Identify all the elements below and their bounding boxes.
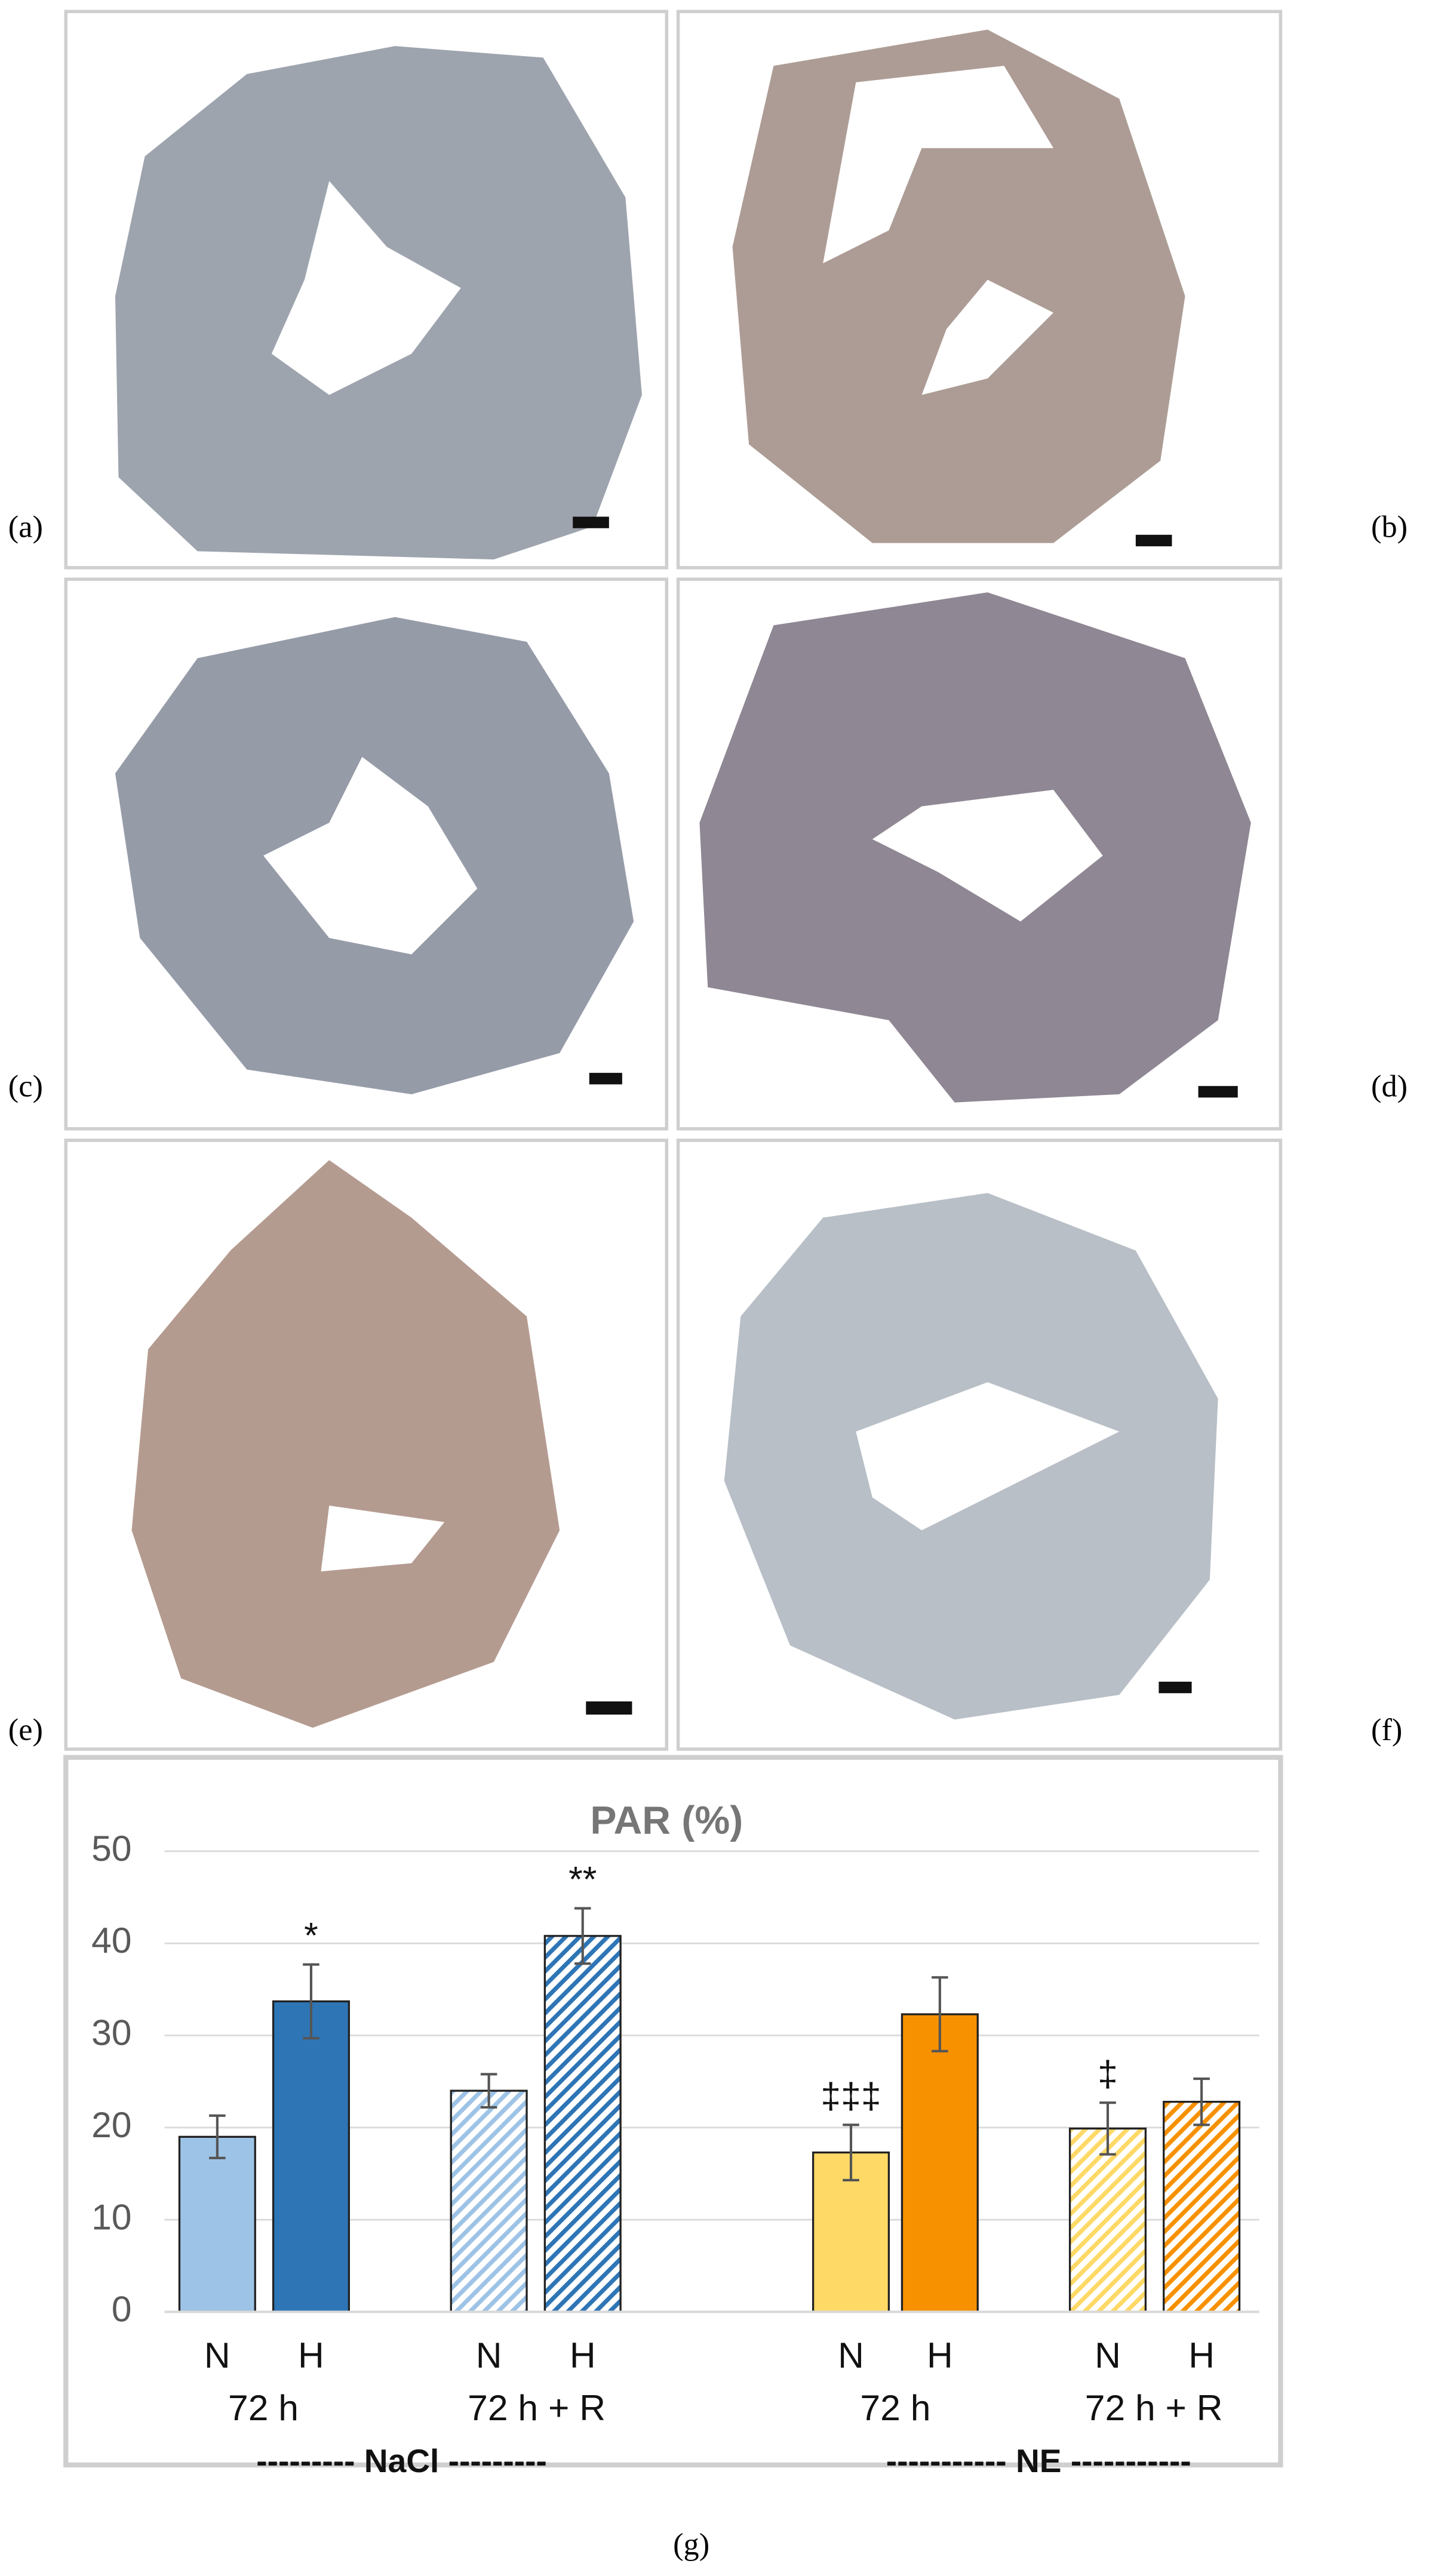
- error-bar: [209, 2114, 226, 2159]
- chart-frame: [63, 1755, 1283, 2468]
- y-tick-label: 10: [91, 2196, 131, 2237]
- panel-label: (b): [1371, 510, 1408, 544]
- error-bar: [932, 1976, 948, 2052]
- group-label: 72 h + R: [1085, 2387, 1223, 2428]
- y-tick-label: 40: [91, 1920, 131, 1961]
- group-label: 72 h: [228, 2387, 299, 2428]
- bar: [450, 2089, 528, 2313]
- significance-label: *: [304, 1915, 318, 1956]
- panel-label: (c): [8, 1069, 43, 1104]
- bar: [272, 2000, 350, 2313]
- error-bar: [843, 2123, 859, 2181]
- y-tick-label: 50: [91, 1828, 131, 1869]
- chart-title: PAR (%): [590, 1798, 743, 1842]
- error-bar: [1193, 2078, 1210, 2126]
- error-bar: [303, 1963, 319, 2040]
- bar: [1163, 2101, 1241, 2313]
- error-bar: [480, 2073, 497, 2109]
- x-tick-label: N: [476, 2335, 502, 2375]
- y-tick-label: 0: [112, 2289, 132, 2329]
- supergroup-label: --------- NaCl ---------: [256, 2442, 547, 2479]
- bar: [901, 2013, 979, 2313]
- x-tick-label: N: [204, 2335, 231, 2375]
- panel-label: (g): [673, 2527, 709, 2562]
- y-tick-label: 30: [91, 2012, 131, 2053]
- significance-label: ‡‡‡: [821, 2075, 881, 2116]
- bar: [1068, 2127, 1147, 2313]
- x-tick-label: H: [927, 2335, 953, 2375]
- group-label: 72 h: [860, 2387, 930, 2428]
- y-tick-label: 20: [91, 2104, 131, 2145]
- group-label: 72 h + R: [468, 2387, 606, 2428]
- error-bar: [574, 1907, 591, 1965]
- panel-label: (f): [1371, 1712, 1402, 1747]
- x-tick-label: H: [298, 2335, 324, 2375]
- bar: [178, 2135, 256, 2313]
- x-tick-label: N: [1095, 2335, 1121, 2375]
- x-tick-label: H: [570, 2335, 596, 2375]
- panel-label: (e): [8, 1712, 43, 1747]
- error-bar: [1099, 2101, 1116, 2156]
- significance-label: **: [569, 1858, 597, 1899]
- x-tick-label: H: [1188, 2335, 1215, 2375]
- significance-label: ‡: [1098, 2053, 1118, 2094]
- panel-label: (d): [1371, 1069, 1408, 1104]
- bar: [543, 1935, 622, 2313]
- image-panels: [64, 10, 1283, 1751]
- x-tick-label: N: [838, 2335, 864, 2375]
- panel-label: (a): [8, 510, 43, 544]
- supergroup-label: ----------- NE -----------: [886, 2442, 1191, 2479]
